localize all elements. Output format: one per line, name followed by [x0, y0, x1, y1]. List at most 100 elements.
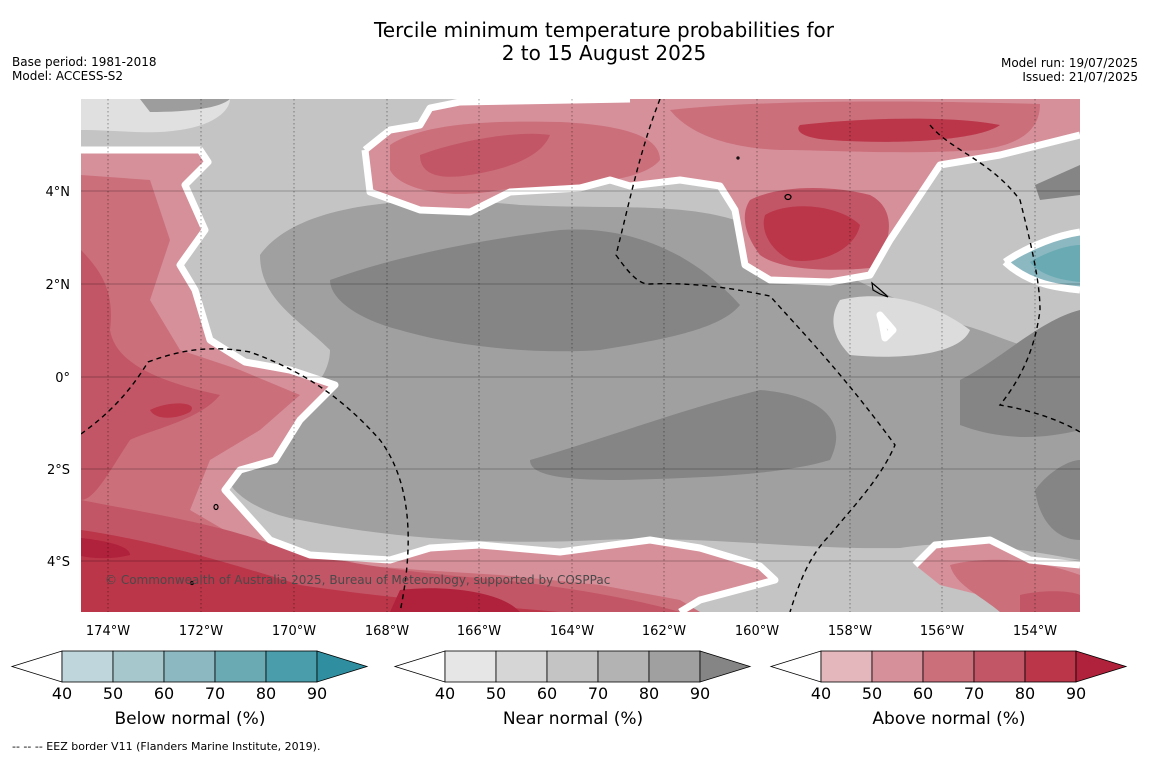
colorbar-tick-label: 80: [1015, 684, 1035, 703]
island-marker: [736, 156, 740, 160]
colorbar-segment: [61, 650, 114, 683]
colorbar-tick-label: 90: [307, 684, 327, 703]
map-title: Tercile minimum temperature probabilitie…: [373, 18, 835, 65]
colorbar-tick-label: 80: [639, 684, 659, 703]
colorbar-segment: [265, 650, 318, 683]
colorbar-segment: [495, 650, 548, 683]
longitude-labels: 174°W 172°W 170°W 168°W 166°W 164°W 162°W 160°W…: [86, 624, 1057, 639]
longitude-label: 154°W: [1013, 624, 1057, 639]
longitude-label: 164°W: [550, 624, 594, 639]
model-name: Model: ACCESS-S2: [12, 69, 124, 83]
probability-field: [81, 99, 1080, 612]
issued-date: Issued: 21/07/2025: [1022, 70, 1138, 84]
colorbar-segment: [648, 650, 701, 683]
eez-borders: [81, 99, 1080, 612]
colorbar-segment: [871, 650, 924, 683]
above-normal-90-area: [390, 588, 520, 612]
colorbar-upper-extension: [1075, 650, 1128, 683]
above-normal-legend-title: Above normal (%): [872, 709, 1026, 729]
colorbar-tick-label: 40: [52, 684, 72, 703]
colorbar-tick-label: 70: [205, 684, 225, 703]
latitude-label: 4°S: [47, 555, 70, 570]
above-normal-80-area: [798, 118, 1000, 142]
colorbar-tick-label: 50: [486, 684, 506, 703]
below-normal-legend-title: Below normal (%): [114, 709, 266, 729]
above-normal-80-area: [150, 403, 192, 418]
longitude-label: 162°W: [642, 624, 686, 639]
near-normal-80-area: [1035, 460, 1080, 540]
colorbar-lower-extension: [769, 650, 822, 683]
latitude-gridlines: [81, 190, 1080, 562]
colorbar-segment: [1024, 650, 1077, 683]
above-normal-80-area: [763, 206, 860, 261]
longitude-label: 168°W: [365, 624, 409, 639]
near-normal-80-area: [330, 229, 740, 352]
colorbar-tick-label: 80: [256, 684, 276, 703]
latitude-labels: 4°N 2°N 0° 2°S 4°S: [46, 185, 71, 570]
colorbar-tick-label: 60: [537, 684, 557, 703]
colorbar-tick-label: 50: [862, 684, 882, 703]
colorbar-tick-label: 70: [588, 684, 608, 703]
colorbar-upper-extension: [316, 650, 369, 683]
longitude-label: 156°W: [920, 624, 964, 639]
island-marker: [784, 193, 792, 201]
above-normal-colorbar: 40 50 60 70 80 90: [769, 650, 1128, 703]
run-info: Model run: 19/07/2025 Issued: 21/07/2025: [1001, 56, 1138, 84]
colorbar-segment: [820, 650, 873, 683]
near-normal-50-area: [833, 296, 970, 357]
latitude-label: 2°S: [47, 463, 70, 478]
colorbars: 40 50 60 70 80 90 40 50 60 70 80 90 40 50 60 70 80 90: [10, 650, 1128, 703]
longitude-label: 160°W: [735, 624, 779, 639]
copyright-notice: © Commonwealth of Australia 2025, Bureau…: [105, 573, 610, 587]
colorbar-upper-extension: [699, 650, 752, 683]
above-normal-70-area: [81, 250, 220, 500]
colorbar-tick-label: 60: [913, 684, 933, 703]
colorbar-segment: [597, 650, 650, 683]
above-normal-70-area: [420, 133, 550, 177]
islands: [189, 156, 889, 586]
near-normal-colorbar: 40 50 60 70 80 90: [393, 650, 752, 703]
above-normal-70-area: [1020, 591, 1080, 612]
longitude-gridlines: [107, 99, 1036, 612]
model-run: Model run: 19/07/2025: [1000, 56, 1138, 70]
colorbar-tick-label: 40: [811, 684, 831, 703]
colorbar-segment: [112, 650, 165, 683]
colorbar-segment: [214, 650, 267, 683]
colorbar-tick-label: 60: [154, 684, 174, 703]
latitude-label: 4°N: [46, 185, 71, 200]
below-normal-colorbar: 40 50 60 70 80 90: [10, 650, 369, 703]
near-normal-80-area: [530, 390, 837, 480]
longitude-label: 170°W: [272, 624, 316, 639]
colorbar-segment: [444, 650, 497, 683]
base-period: Base period: 1981-2018: [12, 55, 157, 69]
near-normal-80-area: [960, 310, 1080, 437]
longitude-label: 158°W: [828, 624, 872, 639]
colorbar-tick-label: 90: [690, 684, 710, 703]
colorbar-segment: [546, 650, 599, 683]
above-normal-90-area: [81, 538, 130, 559]
colorbar-tick-label: 70: [964, 684, 984, 703]
colorbar-segment: [973, 650, 1026, 683]
near-normal-70-area: [140, 99, 230, 112]
below-normal-80-area: [1030, 245, 1080, 282]
colorbar-lower-extension: [10, 650, 63, 683]
colorbar-segment: [163, 650, 216, 683]
longitude-label: 172°W: [179, 624, 223, 639]
tercile-boundaries: [81, 99, 1080, 612]
colorbar-lower-extension: [393, 650, 446, 683]
longitude-label: 166°W: [457, 624, 501, 639]
island-marker: [189, 580, 195, 586]
island-marker: [871, 281, 889, 298]
colorbar-tick-label: 40: [435, 684, 455, 703]
longitude-label: 174°W: [86, 624, 130, 639]
latitude-label: 0°: [55, 371, 70, 386]
base-info: Base period: 1981-2018 Model: ACCESS-S2: [12, 55, 157, 83]
colorbar-tick-label: 90: [1066, 684, 1086, 703]
near-normal-legend-title: Near normal (%): [502, 709, 644, 729]
colorbar-tick-label: 50: [103, 684, 123, 703]
island-marker: [213, 503, 219, 511]
latitude-label: 2°N: [46, 278, 71, 293]
near-normal-80-area: [1035, 165, 1080, 200]
colorbar-segment: [922, 650, 975, 683]
